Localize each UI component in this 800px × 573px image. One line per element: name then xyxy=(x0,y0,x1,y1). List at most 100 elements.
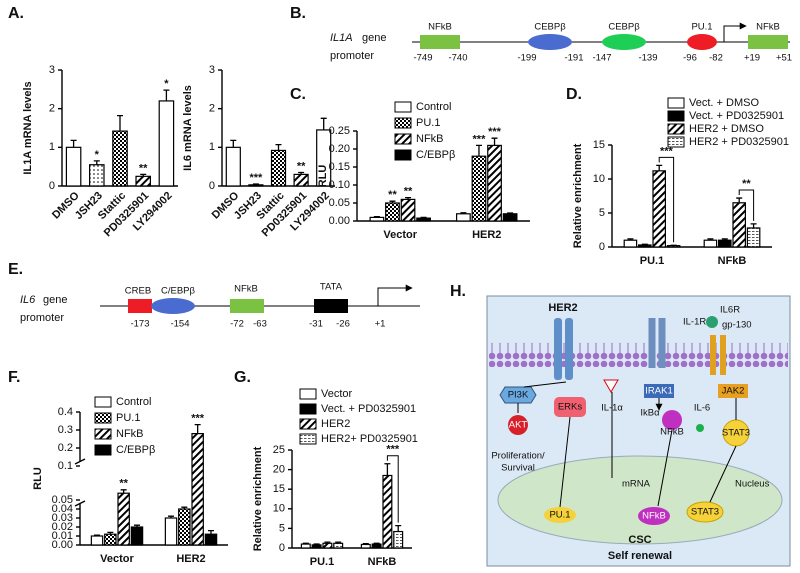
label: IL-6 xyxy=(694,403,710,414)
error-bar xyxy=(275,143,282,151)
legend-swatch xyxy=(394,149,412,161)
significance: *** xyxy=(191,413,205,425)
legend-label: NFkB xyxy=(416,133,444,145)
error-bar xyxy=(460,212,467,214)
bar xyxy=(385,202,400,222)
position: -82 xyxy=(709,53,723,64)
y-axis-label: RLU xyxy=(317,165,329,188)
y-tick-label: 0 xyxy=(49,180,55,192)
node xyxy=(638,507,670,525)
position: -31 xyxy=(309,319,323,330)
y-tick-label: 0 xyxy=(209,180,215,192)
y-tick-label: 1 xyxy=(49,141,55,153)
legend-label: Vector xyxy=(321,388,353,400)
title: gene xyxy=(43,294,67,306)
significance: ** xyxy=(119,478,128,490)
bar xyxy=(178,508,191,546)
x-tick-label: HER2 xyxy=(472,229,501,241)
y-tick-label: 0.05 xyxy=(329,197,350,209)
title: promoter xyxy=(330,50,374,62)
legend-label: HER2 xyxy=(321,418,350,430)
label: PI3K xyxy=(508,390,529,401)
label: NFkB xyxy=(642,511,666,522)
legend-swatch xyxy=(667,110,685,122)
error-bar xyxy=(94,534,101,536)
bar xyxy=(369,216,385,222)
error-bar xyxy=(168,515,175,518)
significance: *** xyxy=(249,172,263,184)
arrow xyxy=(517,381,737,508)
error-bar xyxy=(163,89,170,101)
error-bar xyxy=(70,139,77,148)
node xyxy=(499,386,537,404)
label: Survival xyxy=(501,463,535,474)
y-axis-label: IL6 mRNA levels xyxy=(182,85,194,171)
legend-label: HER2 + DMSO xyxy=(689,123,764,135)
bar xyxy=(371,543,382,549)
panel-label: F. xyxy=(8,369,20,386)
error-bar xyxy=(252,183,259,185)
bar xyxy=(746,227,761,248)
receptor xyxy=(554,318,562,380)
y-tick-label: 0 xyxy=(279,542,285,554)
label: IL6R xyxy=(720,305,740,316)
y-tick-label: 15 xyxy=(593,139,605,151)
pathway-h: HER2 IL-1R IL6R gp-130 PI3K AKT Prolifer… xyxy=(486,295,791,567)
legend-label: PU.1 xyxy=(116,412,140,424)
error-bar xyxy=(491,137,498,146)
gene-name: IL6 xyxy=(20,294,36,306)
legend-label: PU.1 xyxy=(416,117,440,129)
legend-label: Control xyxy=(416,101,451,113)
error-bar xyxy=(181,506,188,509)
bar xyxy=(717,239,732,248)
node xyxy=(644,384,674,398)
legend-swatch xyxy=(94,428,112,440)
position: -139 xyxy=(638,53,657,64)
y-axis-label: RLU xyxy=(32,467,44,490)
node xyxy=(718,384,748,398)
error-bar xyxy=(140,173,147,177)
legend-swatch xyxy=(394,101,412,113)
site-label: CEBPβ xyxy=(608,22,640,33)
tss-arrow xyxy=(377,284,413,306)
site-label: NFkB xyxy=(756,22,780,33)
y-tick-label: 0.03 xyxy=(52,512,73,524)
promoter-e: IL6 gene promoter CREB -173 C/EBPβ -154 … xyxy=(20,282,420,330)
position: -26 xyxy=(336,319,350,330)
significance: *** xyxy=(473,133,487,145)
error-bar xyxy=(302,542,309,545)
node xyxy=(662,410,682,430)
site xyxy=(748,35,788,49)
ligand xyxy=(696,424,704,432)
y-tick-label: 3 xyxy=(209,64,215,76)
y-tick-label: 0.2 xyxy=(58,442,73,454)
error-bar xyxy=(117,114,123,132)
panel-label: D. xyxy=(566,86,582,103)
significance: * xyxy=(95,149,100,161)
axis-break xyxy=(74,458,86,507)
legend-swatch xyxy=(394,133,412,145)
bar xyxy=(104,533,117,546)
bar xyxy=(248,184,264,187)
legend-label: Vect. + PD0325901 xyxy=(321,403,416,415)
significance: * xyxy=(164,78,169,90)
error-bar xyxy=(107,531,114,535)
panel-label: E. xyxy=(8,261,23,278)
bar xyxy=(112,130,128,187)
y-tick-label: 5 xyxy=(599,207,605,219)
bar xyxy=(90,535,104,546)
position: -147 xyxy=(592,53,611,64)
error-bar xyxy=(507,212,514,214)
error-bar xyxy=(335,541,342,544)
bar xyxy=(135,175,151,187)
x-tick-label: HER2 xyxy=(176,553,205,565)
site xyxy=(528,34,572,50)
y-tick-label: 0.10 xyxy=(329,179,350,191)
error-bar xyxy=(194,423,201,434)
position: -740 xyxy=(448,53,467,64)
bar xyxy=(65,146,82,187)
y-tick-label: 0.01 xyxy=(52,530,73,542)
error-bar xyxy=(627,238,634,241)
